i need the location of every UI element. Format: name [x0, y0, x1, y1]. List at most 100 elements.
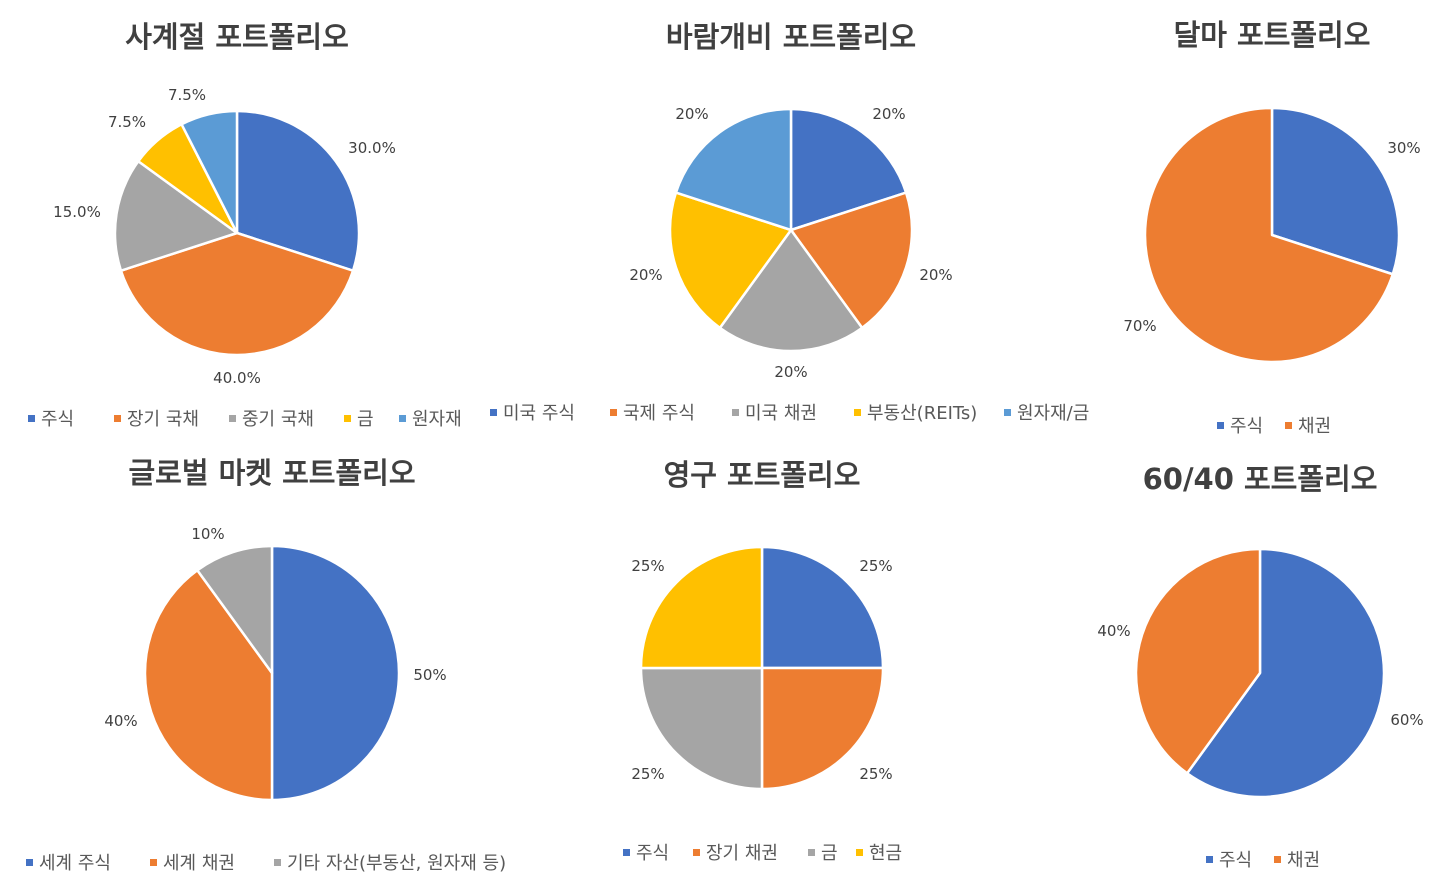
- legend-swatch: [854, 409, 861, 416]
- legend-item-장기-국채: 장기 국채: [114, 409, 199, 430]
- legend-swatch: [1004, 409, 1011, 416]
- legend-label: 주식: [636, 843, 669, 864]
- data-label: 20%: [675, 105, 708, 123]
- chart-title: 사계절 포트폴리오: [125, 20, 349, 54]
- legend-label: 주식: [41, 409, 74, 430]
- pie-chart-2: 바람개비 포트폴리오 20% 20% 20% 20% 20% 미국 주식 국제 주식 미국 채권…: [490, 20, 1089, 424]
- data-label: 40%: [104, 712, 137, 730]
- legend-swatch: [1274, 856, 1281, 863]
- pie-slice-미국-주식: [789, 107, 908, 232]
- legend-item-미국-주식: 미국 주식: [490, 403, 575, 424]
- pie-slice-부동산-reits: [668, 191, 793, 330]
- pie-slice-주식: [760, 545, 885, 670]
- legend-item-주식: 주식: [28, 409, 74, 430]
- legend-item-기타-자산-부동산-원자재-등: 기타 자산(부동산, 원자재 등): [274, 853, 506, 874]
- legend-swatch: [344, 415, 351, 422]
- legend-label: 채권: [1298, 416, 1331, 437]
- pie-slice-중기-국채: [113, 160, 239, 272]
- legend-item-장기-채권: 장기 채권: [693, 843, 778, 864]
- chart-title: 달마 포트폴리오: [1174, 18, 1371, 52]
- legend-item-금: 금: [344, 409, 374, 430]
- legend-label: 세계 주식: [39, 853, 111, 874]
- legend-label: 장기 채권: [706, 843, 778, 864]
- legend-swatch: [26, 859, 33, 866]
- data-label: 25%: [631, 765, 664, 783]
- pie-slice-장기-채권: [760, 666, 885, 791]
- legend-label: 주식: [1230, 416, 1263, 437]
- data-label: 20%: [629, 266, 662, 284]
- legend-label: 세계 채권: [163, 853, 235, 874]
- legend-swatch: [1285, 422, 1292, 429]
- legend-item-주식: 주식: [1217, 416, 1263, 437]
- legend-swatch: [1217, 422, 1224, 429]
- pie-slice-국제-주식: [789, 191, 914, 330]
- pie-slice-세계-주식: [270, 544, 401, 802]
- chart-title: 영구 포트폴리오: [664, 458, 861, 492]
- legend-item-현금: 현금: [856, 843, 902, 864]
- legend-swatch: [490, 409, 497, 416]
- legend-label: 기타 자산(부동산, 원자재 등): [287, 853, 506, 874]
- legend-swatch: [808, 849, 815, 856]
- legend-item-주식: 주식: [1206, 850, 1252, 871]
- pie-slice-원자재: [180, 109, 239, 235]
- legend-item-부동산-reits: 부동산(REITs): [854, 403, 977, 424]
- data-label: 40.0%: [213, 369, 261, 387]
- chart-title: 60/40 포트폴리오: [1143, 462, 1378, 496]
- legend-item-주식: 주식: [623, 843, 669, 864]
- chart-title: 바람개비 포트폴리오: [666, 20, 916, 54]
- legend-item-채권: 채권: [1285, 416, 1331, 437]
- legend-swatch: [229, 415, 236, 422]
- legend-label: 부동산(REITs): [867, 403, 977, 424]
- legend-label: 주식: [1219, 850, 1252, 871]
- pie-slice-원자재-금: [674, 107, 793, 232]
- pie-slice-기타-자산-부동산-원자재-등: [196, 544, 274, 675]
- legend-swatch: [693, 849, 700, 856]
- pie-slice-미국-채권: [718, 228, 864, 353]
- data-label: 60%: [1390, 711, 1423, 729]
- data-label: 20%: [872, 105, 905, 123]
- legend-label: 장기 국채: [127, 409, 199, 430]
- legend-item-중기-국채: 중기 국채: [229, 409, 314, 430]
- legend-item-원자재-금: 원자재/금: [1004, 403, 1089, 424]
- legend-item-금: 금: [808, 843, 838, 864]
- legend-label: 국제 주식: [623, 403, 695, 424]
- data-label: 20%: [919, 266, 952, 284]
- pie-slice-주식: [1185, 547, 1386, 799]
- legend-item-미국-채권: 미국 채권: [732, 403, 817, 424]
- data-label: 30%: [1387, 139, 1420, 157]
- legend-label: 원자재: [412, 409, 462, 430]
- legend-swatch: [610, 409, 617, 416]
- data-label: 25%: [631, 557, 664, 575]
- pie-chart-5: 영구 포트폴리오 25% 25% 25% 25% 주식 장기 채권 금 현금: [623, 458, 902, 864]
- pie-chart-1: 사계절 포트폴리오 30.0% 40.0% 15.0% 7.5% 7.5% 주식 장기 국채 중…: [28, 20, 462, 430]
- legend-label: 미국 채권: [745, 403, 817, 424]
- legend-item-국제-주식: 국제 주식: [610, 403, 695, 424]
- legend-swatch: [732, 409, 739, 416]
- legend-swatch: [399, 415, 406, 422]
- data-label: 20%: [774, 363, 807, 381]
- legend-label: 금: [357, 409, 374, 430]
- legend-swatch: [856, 849, 863, 856]
- legend-label: 금: [821, 843, 838, 864]
- legend-item-채권: 채권: [1274, 850, 1320, 871]
- legend-swatch: [623, 849, 630, 856]
- data-label: 40%: [1097, 622, 1130, 640]
- pie-chart-6: 60/40 포트폴리오 60% 40% 주식 채권: [1097, 462, 1423, 871]
- pie-slice-채권: [1134, 547, 1262, 775]
- legend-label: 원자재/금: [1017, 403, 1089, 424]
- data-label: 50%: [413, 666, 446, 684]
- data-label: 25%: [859, 557, 892, 575]
- legend-swatch: [28, 415, 35, 422]
- data-label: 30.0%: [348, 139, 396, 157]
- pie-slice-장기-국채: [119, 231, 355, 357]
- legend-label: 중기 국채: [242, 409, 314, 430]
- legend-label: 채권: [1287, 850, 1320, 871]
- legend-item-세계-주식: 세계 주식: [26, 853, 111, 874]
- pie-chart-3: 달마 포트폴리오 30% 70% 주식 채권: [1123, 18, 1420, 437]
- pie-slice-주식: [235, 109, 361, 272]
- legend-item-세계-채권: 세계 채권: [150, 853, 235, 874]
- data-label: 25%: [859, 765, 892, 783]
- legend-swatch: [1206, 856, 1213, 863]
- data-label: 70%: [1123, 317, 1156, 335]
